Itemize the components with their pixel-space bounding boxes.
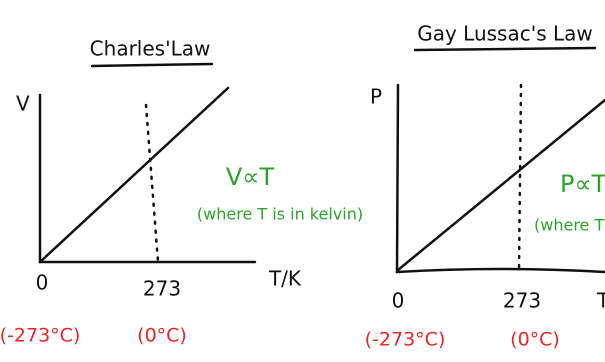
dotted-line [146,105,158,262]
y-axis-label: V [16,92,30,116]
note: (where T is in kelvin) [197,205,363,224]
x-axis-label: T/K [268,267,302,291]
dotted-line [519,85,521,272]
origin-label: 0 [392,289,405,313]
note: (where T is in kelvin) [534,216,605,235]
title-underline [415,48,595,50]
mark-celsius: (0°C) [510,329,560,351]
title: Charles'Law [90,37,211,61]
mark-celsius: (0°C) [137,325,187,347]
diagram: Charles'Law V 0 273 T/K (-273°C) (0°C) V… [0,0,605,362]
title-underline [92,64,212,66]
graph-line [40,88,228,262]
mark-label: 273 [503,289,541,313]
origin-celsius: (-273°C) [0,325,80,347]
axes [40,95,255,262]
y-axis-label: P [370,85,382,109]
origin-celsius: (-273°C) [365,329,446,351]
title: Gay Lussac's Law [417,22,593,46]
x-axis-label: T [596,289,605,313]
mark-label: 273 [143,277,181,301]
relation: V∝T [226,163,275,191]
relation: P∝T [560,170,605,198]
origin-label: 0 [36,271,49,295]
